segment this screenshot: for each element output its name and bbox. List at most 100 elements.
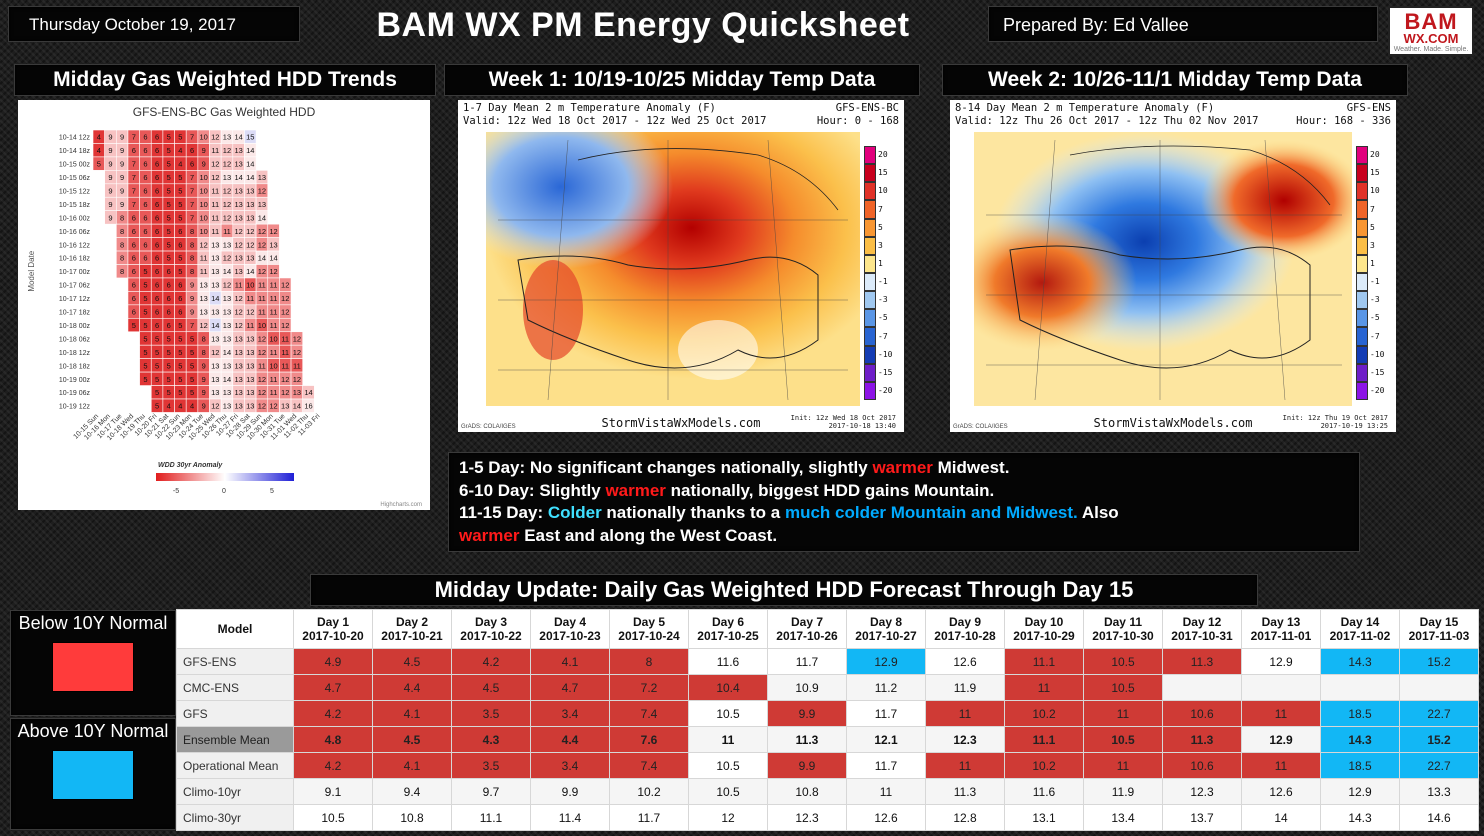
heatmap-cell-value: 12 <box>258 267 266 276</box>
heatmap-cell-value: 12 <box>234 294 242 303</box>
heatmap-cell-value: 5 <box>167 375 171 384</box>
heatmap-cell-value: 6 <box>143 240 147 249</box>
scale-tick-label: 1 <box>1370 258 1375 268</box>
heatmap-cell-value: 13 <box>234 213 242 222</box>
prepared-by: Prepared By: Ed Vallee <box>988 6 1378 42</box>
heatmap-cell-value: 5 <box>178 321 182 330</box>
heatmap-cell-value: 8 <box>190 227 194 236</box>
hdd-value-cell: 12.3 <box>1162 778 1242 805</box>
heatmap-cell-value: 7 <box>132 186 136 195</box>
heatmap-cell-value: 11 <box>235 281 243 290</box>
day-column-header: Day 2 2017-10-21 <box>372 609 452 649</box>
heatmap-cell-value: 13 <box>234 186 242 195</box>
heatmap-cell-value: 8 <box>120 227 124 236</box>
scale-tick-label: 15 <box>878 168 888 178</box>
hdd-value-cell: 12.9 <box>1241 648 1321 675</box>
heatmap-cell-value: 11 <box>246 321 254 330</box>
hdd-value-cell: 12.9 <box>1241 726 1321 753</box>
heatmap-cell-value: 11 <box>293 361 301 370</box>
heatmap-cell-value: 13 <box>246 388 254 397</box>
scale-swatch <box>1356 182 1368 201</box>
summary-line-continued: warmer East and along the West Coast. <box>459 525 778 545</box>
legend-below-normal: Below 10Y Normal <box>10 610 176 716</box>
hdd-value-cell: 12.6 <box>1241 778 1321 805</box>
scale-tick-label: 7 <box>878 204 883 214</box>
heatmap-cell-value: 6 <box>132 240 136 249</box>
day-column-header: Day 9 2017-10-28 <box>925 609 1005 649</box>
heatmap-cell-value: 13 <box>211 375 219 384</box>
hdd-value-cell: 13.1 <box>1004 804 1084 831</box>
heatmap-cell-value: 13 <box>200 294 208 303</box>
heatmap-cell-value: 10 <box>246 281 254 290</box>
heatmap-cell-value: 11 <box>211 200 219 209</box>
heatmap-cell-value: 12 <box>258 402 266 411</box>
hdd-value-cell: 11 <box>1083 752 1163 779</box>
hdd-value-cell: 11.3 <box>767 726 847 753</box>
heatmap-row-label: 10-16 12z <box>59 242 91 249</box>
heatmap-cell-value: 12 <box>234 321 242 330</box>
map-footer: StormVistaWxModels.com <box>1093 416 1253 430</box>
heatmap-cell-value: 5 <box>155 361 159 370</box>
heatmap-row-label: 10-17 18z <box>59 310 91 317</box>
heatmap-cell-value: 12 <box>246 308 254 317</box>
scale-tick-label: -3 <box>1370 295 1380 305</box>
logo-main-text: BAM <box>1404 9 1458 34</box>
heatmap-cell-value: 12 <box>223 254 231 263</box>
page-title: BAM WX PM Energy Quicksheet <box>376 6 910 44</box>
hdd-value-cell: 13.3 <box>1399 778 1479 805</box>
heatmap-cell-value: 5 <box>167 133 171 142</box>
heatmap-cell-value: 9 <box>202 160 206 169</box>
hdd-value-cell: 12.3 <box>925 726 1005 753</box>
scale-swatch <box>1356 327 1368 346</box>
heatmap-cell-value: 9 <box>120 146 124 155</box>
heatmap-cell-value: 6 <box>155 227 159 236</box>
heatmap-cell-value: 5 <box>190 334 194 343</box>
hdd-value-cell: 10.6 <box>1162 700 1242 727</box>
heatmap-cell-value: 12 <box>269 227 277 236</box>
heatmap-cell-value: 6 <box>143 227 147 236</box>
hdd-value-cell: 9.9 <box>767 700 847 727</box>
heatmap-cell-value: 12 <box>281 308 289 317</box>
hdd-value-cell: 11.3 <box>1162 648 1242 675</box>
map-valid: Valid: 12z Thu 26 Oct 2017 - 12z Thu 02 … <box>955 115 1259 127</box>
heatmap-cell-value: 4 <box>178 146 182 155</box>
hdd-value-cell: 4.8 <box>293 726 373 753</box>
heatmap-cell-value: 6 <box>178 281 182 290</box>
heatmap-cell-value: 5 <box>178 173 182 182</box>
heatmap-row-label: 10-17 06z <box>59 283 91 290</box>
heatmap-cell-value: 5 <box>178 133 182 142</box>
heatmap-cell-value: 13 <box>234 254 242 263</box>
heatmap-cell-value: 6 <box>167 294 171 303</box>
heatmap-cell-value: 5 <box>167 200 171 209</box>
heatmap-cell-value: 12 <box>246 240 254 249</box>
hdd-value-cell: 11 <box>846 778 926 805</box>
heatmap-legend-tick: 0 <box>222 488 226 495</box>
heatmap-cell-value: 12 <box>258 388 266 397</box>
heatmap-cell-value: 13 <box>246 213 254 222</box>
heatmap-cell-value: 13 <box>246 375 254 384</box>
scale-tick-label: -1 <box>1370 277 1380 287</box>
heatmap-cell-value: 14 <box>304 388 312 397</box>
heatmap-cell-value: 6 <box>155 281 159 290</box>
hdd-value-cell: 11.1 <box>1004 648 1084 675</box>
heatmap-cell-value: 5 <box>178 213 182 222</box>
heatmap-cell-value: 13 <box>234 375 242 384</box>
scale-tick-label: 10 <box>1370 186 1380 196</box>
model-column-header: Model <box>176 609 294 649</box>
heatmap-cell-value: 13 <box>234 200 242 209</box>
heatmap-cell-value: 12 <box>223 146 231 155</box>
heatmap-cell-value: 5 <box>167 388 171 397</box>
hdd-value-cell: 13.4 <box>1083 804 1163 831</box>
heatmap-cell-value: 14 <box>258 213 266 222</box>
hdd-value-cell: 11.7 <box>846 752 926 779</box>
scale-swatch <box>864 327 876 346</box>
heatmap-cell-value: 12 <box>234 240 242 249</box>
map-model: GFS-ENS-BC <box>835 102 899 114</box>
heatmap-cell-value: 12 <box>281 281 289 290</box>
hdd-value-cell: 10.8 <box>372 804 452 831</box>
heatmap-cell-value: 6 <box>143 160 147 169</box>
heatmap-cell-value: 5 <box>155 388 159 397</box>
map-color-scale: 20 15 10 7 5 3 1 -1 -3 -5 -7 -10 -15 -20 <box>1356 146 1394 400</box>
map-source: GrADS: COLA/IGES <box>953 424 1008 430</box>
hdd-value-cell: 14.3 <box>1320 804 1400 831</box>
